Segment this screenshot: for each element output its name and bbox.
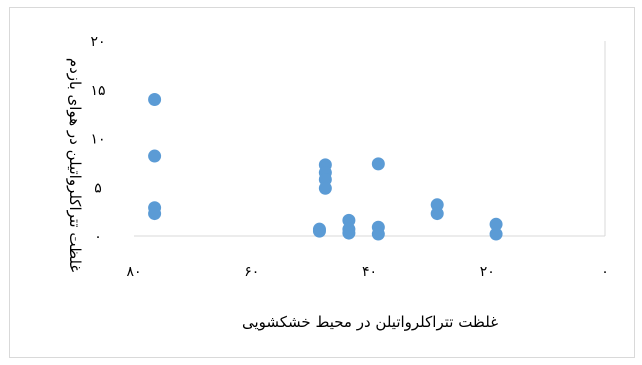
x-tick-labels: ۰ ۲۰ ۴۰ ۶۰ ۸۰ [126,264,608,280]
x-tick-label: ۶۰ [244,264,259,280]
y-tick-label: ۰ [94,229,102,245]
data-point [312,224,326,238]
y-axis-title: غلظت تتراکلرواتیلن در هوای بازدم [66,58,84,273]
y-tick-label: ۱۰ [90,132,105,148]
data-point [148,207,162,221]
data-point [430,207,444,221]
x-tick-label: ۲۰ [480,264,495,280]
y-tick-label: ۲۰ [90,34,105,50]
data-point [489,227,503,241]
x-tick-label: ۸۰ [126,264,141,280]
data-point [371,227,385,241]
data-point [318,181,332,195]
x-axis-title: غلظت تتراکلرواتیلن در محیط خشکشویی [242,313,498,331]
data-point [489,217,503,231]
data-point [148,93,162,106]
y-tick-labels: ۰ ۵ ۱۰ ۱۵ ۲۰ [90,34,105,245]
x-tick-label: ۴۰ [362,264,377,280]
y-tick-label: ۱۵ [90,83,105,99]
data-point [342,226,356,240]
x-tick-label: ۰ [601,264,609,280]
y-tick-label: ۵ [94,180,102,196]
data-points [148,93,503,241]
axes [134,41,606,237]
data-point [371,157,385,171]
data-point [148,149,162,163]
